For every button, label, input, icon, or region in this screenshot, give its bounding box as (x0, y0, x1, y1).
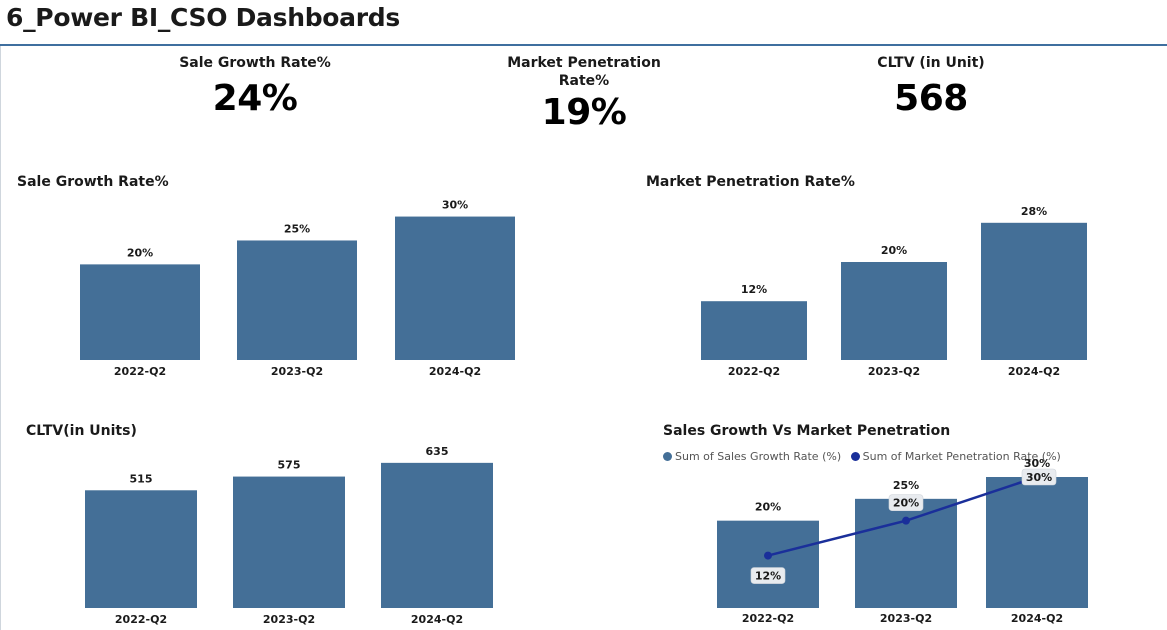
category-tick-label: 2022-Q2 (742, 612, 794, 625)
category-tick-label: 2022-Q2 (728, 365, 780, 378)
category-tick-label: 2024-Q2 (411, 613, 463, 626)
line-data-label: 12% (755, 570, 781, 583)
kpi-label: Sale Growth Rate% (179, 55, 331, 71)
kpi-value: 568 (894, 78, 968, 119)
page-header: 6_Power BI_CSO Dashboards (0, 0, 1167, 46)
category-tick-label: 2023-Q2 (868, 365, 920, 378)
kpi-label-line2: Rate% (558, 73, 610, 89)
cltv-chart[interactable]: 515 2022-Q2 575 2023-Q2 635 2024-Q2 (0, 445, 560, 630)
legend-dot-icon (850, 452, 860, 461)
kpi-card-market-penetration[interactable]: Market Penetration Rate% 19% (484, 54, 684, 133)
kpi-value: 19% (541, 92, 627, 133)
bar-2022-Q2[interactable] (701, 301, 807, 360)
bar-2022-Q2[interactable] (717, 520, 819, 608)
data-label: 12% (741, 283, 767, 296)
sales-growth-chart[interactable]: 20% 2022-Q2 25% 2023-Q2 30% 2024-Q2 (0, 195, 560, 385)
category-tick-label: 2023-Q2 (271, 365, 323, 378)
line-label-badge (750, 567, 786, 584)
data-label: 25% (284, 222, 310, 235)
bar-2023-Q2[interactable] (233, 476, 345, 608)
page-title: 6_Power BI_CSO Dashboards (6, 3, 400, 32)
category-tick-label: 2024-Q2 (1008, 365, 1060, 378)
left-border (0, 46, 1, 630)
data-label: 30% (442, 199, 468, 212)
bar-2022-Q2[interactable] (80, 264, 200, 360)
category-tick-label: 2023-Q2 (880, 612, 932, 625)
chart-title-sales-growth: Sale Growth Rate% (17, 174, 169, 190)
bar-2023-Q2[interactable] (855, 498, 957, 608)
category-tick-label: 2022-Q2 (114, 365, 166, 378)
bar-2023-Q2[interactable] (237, 240, 357, 360)
chart-title-combo: Sales Growth Vs Market Penetration (663, 423, 951, 439)
bar-data-label: 30% (1024, 457, 1050, 470)
chart-title-cltv: CLTV(in Units) (26, 423, 137, 439)
category-tick-label: 2024-Q2 (429, 365, 481, 378)
bar-2024-Q2[interactable] (981, 222, 1087, 360)
combo-chart[interactable]: 20% 2022-Q2 25% 2023-Q2 30% 2024-Q2 12% 20% 30% (630, 457, 1167, 630)
data-label: 575 (278, 459, 301, 472)
legend-item-sales-growth[interactable]: Sum of Sales Growth Rate (%) (663, 450, 841, 463)
line-label-badge (1021, 468, 1057, 486)
data-label: 515 (130, 472, 153, 485)
category-tick-label: 2024-Q2 (1011, 612, 1063, 625)
category-tick-label: 2023-Q2 (263, 613, 315, 626)
legend-label: Sum of Market Penetration Rate (%) (862, 450, 1061, 463)
kpi-value: 24% (212, 78, 298, 119)
data-label: 20% (127, 246, 153, 259)
bar-2024-Q2[interactable] (986, 477, 1088, 608)
line-point-2022-Q2[interactable] (764, 551, 772, 560)
legend-dot-icon (663, 452, 672, 461)
kpi-card-sales-growth[interactable]: Sale Growth Rate% 24% (155, 54, 355, 119)
legend-label: Sum of Sales Growth Rate (%) (675, 450, 842, 463)
line-data-label: 20% (893, 497, 919, 510)
data-label: 635 (426, 445, 449, 458)
line-label-badge (888, 494, 924, 511)
bar-2023-Q2[interactable] (841, 262, 947, 360)
chart-title-market-penetration: Market Penetration Rate% (646, 174, 855, 190)
line-data-label: 30% (1026, 471, 1052, 484)
kpi-label-line1: Market Penetration (507, 55, 661, 71)
bar-2024-Q2[interactable] (381, 462, 493, 608)
legend-item-market-penetration[interactable]: Sum of Market Penetration Rate (%) (850, 450, 1061, 463)
kpi-card-cltv[interactable]: CLTV (in Unit) 568 (831, 54, 1031, 119)
data-label: 28% (1021, 205, 1047, 218)
line-point-2023-Q2[interactable] (902, 516, 910, 525)
bar-2022-Q2[interactable] (85, 490, 197, 608)
market-penetration-chart[interactable]: 12% 2022-Q2 20% 2023-Q2 28% 2024-Q2 (630, 195, 1167, 385)
bar-2024-Q2[interactable] (395, 216, 515, 360)
bar-data-label: 25% (893, 479, 919, 492)
category-tick-label: 2022-Q2 (115, 613, 167, 626)
bar-data-label: 20% (755, 501, 781, 514)
data-label: 20% (881, 244, 907, 257)
kpi-label: CLTV (in Unit) (877, 55, 985, 71)
combo-legend: Sum of Sales Growth Rate (%) Sum of Mark… (663, 450, 1067, 463)
